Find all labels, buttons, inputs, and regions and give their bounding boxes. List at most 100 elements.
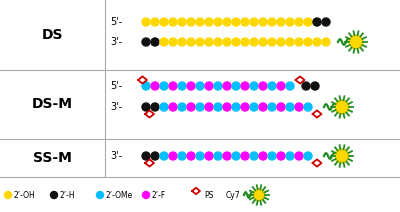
Circle shape <box>250 103 258 111</box>
Circle shape <box>169 103 177 111</box>
Circle shape <box>277 38 285 46</box>
Circle shape <box>286 82 294 90</box>
Circle shape <box>96 191 104 198</box>
Circle shape <box>50 191 58 198</box>
Text: 5'-: 5'- <box>110 81 122 91</box>
Circle shape <box>268 152 276 160</box>
Circle shape <box>232 38 240 46</box>
Circle shape <box>277 82 285 90</box>
Circle shape <box>205 18 213 26</box>
Circle shape <box>286 103 294 111</box>
Circle shape <box>259 82 267 90</box>
Circle shape <box>4 191 12 198</box>
Text: 3'-: 3'- <box>110 37 122 47</box>
Circle shape <box>187 82 195 90</box>
Circle shape <box>205 152 213 160</box>
Circle shape <box>160 103 168 111</box>
Circle shape <box>223 18 231 26</box>
Circle shape <box>151 152 159 160</box>
Circle shape <box>304 18 312 26</box>
Circle shape <box>196 18 204 26</box>
Circle shape <box>304 152 312 160</box>
Circle shape <box>187 18 195 26</box>
Circle shape <box>160 152 168 160</box>
Circle shape <box>232 18 240 26</box>
Circle shape <box>232 152 240 160</box>
Circle shape <box>214 152 222 160</box>
Circle shape <box>277 18 285 26</box>
Circle shape <box>253 189 265 201</box>
Circle shape <box>241 38 249 46</box>
Text: 5'-: 5'- <box>110 17 122 27</box>
Circle shape <box>196 103 204 111</box>
Circle shape <box>295 38 303 46</box>
Text: 2’-H: 2’-H <box>59 191 75 199</box>
Circle shape <box>142 18 150 26</box>
Circle shape <box>187 152 195 160</box>
Circle shape <box>205 103 213 111</box>
Circle shape <box>322 18 330 26</box>
Text: PS: PS <box>204 191 213 199</box>
Circle shape <box>286 18 294 26</box>
Circle shape <box>196 82 204 90</box>
Circle shape <box>268 18 276 26</box>
Text: 2’-OMe: 2’-OMe <box>105 191 132 199</box>
Circle shape <box>304 103 312 111</box>
Circle shape <box>160 18 168 26</box>
Circle shape <box>286 152 294 160</box>
Circle shape <box>142 191 150 198</box>
Circle shape <box>142 152 150 160</box>
Text: DS-M: DS-M <box>32 98 73 112</box>
Circle shape <box>196 152 204 160</box>
Circle shape <box>250 38 258 46</box>
Circle shape <box>178 152 186 160</box>
Circle shape <box>349 35 363 49</box>
Circle shape <box>295 18 303 26</box>
Text: 3'-: 3'- <box>110 102 122 112</box>
Circle shape <box>223 82 231 90</box>
Circle shape <box>169 152 177 160</box>
Circle shape <box>241 18 249 26</box>
Circle shape <box>268 82 276 90</box>
Circle shape <box>295 152 303 160</box>
Circle shape <box>259 38 267 46</box>
Circle shape <box>302 82 310 90</box>
Circle shape <box>250 152 258 160</box>
Circle shape <box>223 103 231 111</box>
Text: SS-M: SS-M <box>33 151 72 165</box>
Circle shape <box>259 103 267 111</box>
Circle shape <box>196 38 204 46</box>
Circle shape <box>151 18 159 26</box>
Circle shape <box>241 82 249 90</box>
Circle shape <box>169 38 177 46</box>
Circle shape <box>335 149 349 163</box>
Circle shape <box>160 82 168 90</box>
Circle shape <box>311 82 319 90</box>
Text: 3'-: 3'- <box>110 151 122 161</box>
Circle shape <box>151 38 159 46</box>
Circle shape <box>223 38 231 46</box>
Text: Cy7: Cy7 <box>226 191 241 199</box>
Circle shape <box>250 18 258 26</box>
Circle shape <box>241 103 249 111</box>
Circle shape <box>178 82 186 90</box>
Circle shape <box>313 38 321 46</box>
Circle shape <box>214 38 222 46</box>
Circle shape <box>169 82 177 90</box>
Circle shape <box>322 38 330 46</box>
Text: 2’-OH: 2’-OH <box>13 191 35 199</box>
Circle shape <box>268 103 276 111</box>
Circle shape <box>286 38 294 46</box>
Circle shape <box>187 38 195 46</box>
Circle shape <box>259 152 267 160</box>
Circle shape <box>232 82 240 90</box>
Circle shape <box>187 103 195 111</box>
Circle shape <box>214 103 222 111</box>
Circle shape <box>313 18 321 26</box>
Circle shape <box>232 103 240 111</box>
Text: DS: DS <box>42 28 63 42</box>
Circle shape <box>169 18 177 26</box>
Circle shape <box>205 82 213 90</box>
Circle shape <box>160 38 168 46</box>
Circle shape <box>223 152 231 160</box>
